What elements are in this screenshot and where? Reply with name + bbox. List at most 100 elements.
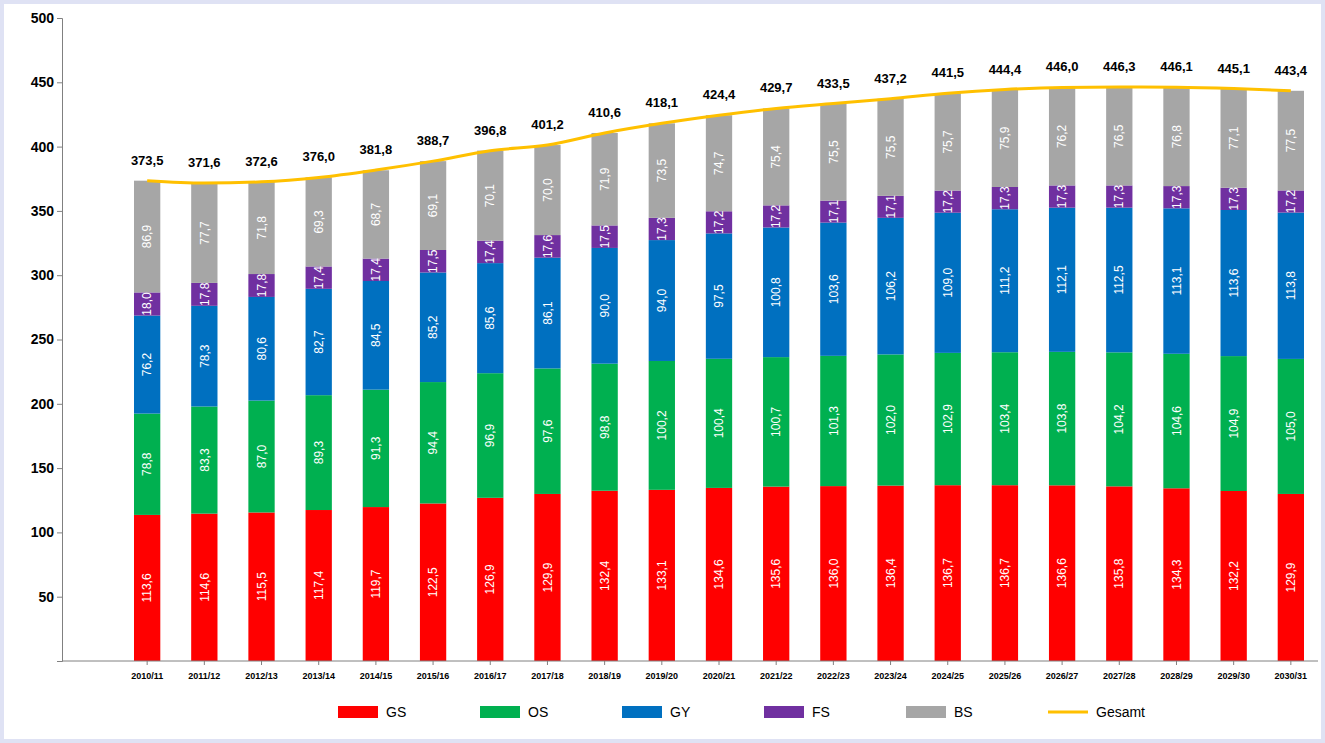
segment-label: 100,2 <box>655 410 669 440</box>
segment-label: 132,4 <box>598 561 612 591</box>
bar-segment <box>706 115 732 211</box>
segment-label: 136,4 <box>884 558 898 588</box>
y-tick-label: 200 <box>31 396 55 412</box>
y-tick-mark <box>57 211 62 212</box>
x-tick-mark <box>1119 661 1120 665</box>
segment-label: 113,8 <box>1284 271 1298 300</box>
x-tick-label: 2019/20 <box>646 671 679 681</box>
segment-label: 17,2 <box>1284 190 1298 214</box>
x-tick-mark <box>1004 661 1005 665</box>
bar-segment <box>763 205 789 227</box>
x-tick-mark <box>1176 661 1177 665</box>
bar-segment <box>306 177 332 266</box>
segment-label: 77,5 <box>1284 129 1298 153</box>
segment-label: 100,4 <box>712 408 726 438</box>
y-tick-label: 450 <box>31 74 55 90</box>
bar-segment <box>534 368 560 494</box>
legend-label: GS <box>386 704 406 720</box>
total-label: 418,1 <box>646 95 679 110</box>
segment-label: 76,2 <box>140 353 154 377</box>
segment-label: 104,6 <box>1170 406 1184 436</box>
x-tick: 2021/22 <box>760 661 793 681</box>
x-tick-mark <box>147 661 148 665</box>
bar-segment <box>134 292 160 315</box>
total-label: 446,0 <box>1046 59 1079 74</box>
segment-label: 102,0 <box>884 405 898 435</box>
bar-segment <box>477 241 503 263</box>
bar-segment <box>1278 213 1304 359</box>
segment-label: 103,6 <box>827 274 841 304</box>
legend-item: GY <box>622 704 691 720</box>
x-tick-mark <box>947 661 948 665</box>
segment-label: 75,4 <box>769 145 783 169</box>
bar-segment <box>649 361 675 490</box>
x-tick-label: 2021/22 <box>760 671 793 681</box>
legend-item: GS <box>338 704 406 720</box>
total-label: 401,2 <box>531 117 564 132</box>
bar-segment <box>1221 356 1247 491</box>
x-tick-label: 2028/29 <box>1160 671 1193 681</box>
x-tick-mark <box>661 661 662 665</box>
y-tick: 400 <box>31 139 62 155</box>
bar-segment <box>1278 190 1304 212</box>
y-tick-mark <box>57 532 62 533</box>
bar-segment <box>1163 87 1189 186</box>
bar-segment <box>763 487 789 661</box>
y-tick: 450 <box>31 74 62 90</box>
segment-label: 82,7 <box>312 330 326 354</box>
bar-segment <box>649 123 675 218</box>
bar-segment <box>992 187 1018 209</box>
total-label: 433,5 <box>817 76 850 91</box>
segment-label: 117,4 <box>312 571 326 600</box>
y-tick: 100 <box>31 524 62 540</box>
bar-segment <box>191 306 217 407</box>
segment-label: 17,3 <box>1170 185 1184 209</box>
segment-label: 103,4 <box>998 403 1012 433</box>
segment-label: 134,6 <box>712 559 726 589</box>
segment-label: 97,6 <box>541 419 555 443</box>
bar-segment <box>1106 87 1132 185</box>
x-tick: 2018/19 <box>588 661 621 681</box>
bar-segment <box>992 89 1018 187</box>
x-tick-label: 2017/18 <box>531 671 564 681</box>
x-tick-label: 2026/27 <box>1046 671 1079 681</box>
segment-label: 77,7 <box>198 221 212 245</box>
segment-label: 136,7 <box>998 558 1012 588</box>
legend-swatch <box>338 706 378 718</box>
bar-segment <box>591 364 617 491</box>
bar-segment <box>649 240 675 361</box>
bar-segment <box>935 485 961 661</box>
y-tick-mark <box>57 340 62 341</box>
bar-segment <box>820 486 846 661</box>
bar-series <box>134 485 1304 661</box>
x-tick-mark <box>547 661 548 665</box>
legend-label: FS <box>812 704 830 720</box>
bar-segment <box>763 227 789 357</box>
bar-segment <box>191 407 217 514</box>
segment-label: 17,8 <box>255 273 269 297</box>
segment-label: 104,2 <box>1112 404 1126 434</box>
y-tick-mark <box>57 597 62 598</box>
segment-label: 17,8 <box>198 282 212 306</box>
x-tick-label: 2022/23 <box>817 671 850 681</box>
bar-segment <box>763 357 789 487</box>
total-label: 388,7 <box>417 133 450 148</box>
segment-label: 17,2 <box>769 204 783 228</box>
segment-label: 101,3 <box>827 406 841 436</box>
segment-label: 135,6 <box>769 558 783 588</box>
bar-segment <box>706 359 732 488</box>
x-tick-mark <box>719 661 720 665</box>
total-label: 446,3 <box>1103 59 1136 74</box>
bar-segment <box>1163 354 1189 489</box>
segment-label: 69,1 <box>426 194 440 218</box>
x-tick-mark <box>1062 661 1063 665</box>
total-line <box>147 87 1291 183</box>
bar-segment <box>877 486 903 661</box>
x-axis: 2010/112011/122012/132013/142014/152015/… <box>62 661 1318 681</box>
bar-segment <box>706 488 732 661</box>
x-tick-label: 2011/12 <box>188 671 220 681</box>
segment-label: 96,9 <box>483 423 497 447</box>
legend-swatch <box>1048 711 1088 714</box>
y-tick-label: 150 <box>31 460 55 476</box>
y-tick: 250 <box>31 331 62 347</box>
